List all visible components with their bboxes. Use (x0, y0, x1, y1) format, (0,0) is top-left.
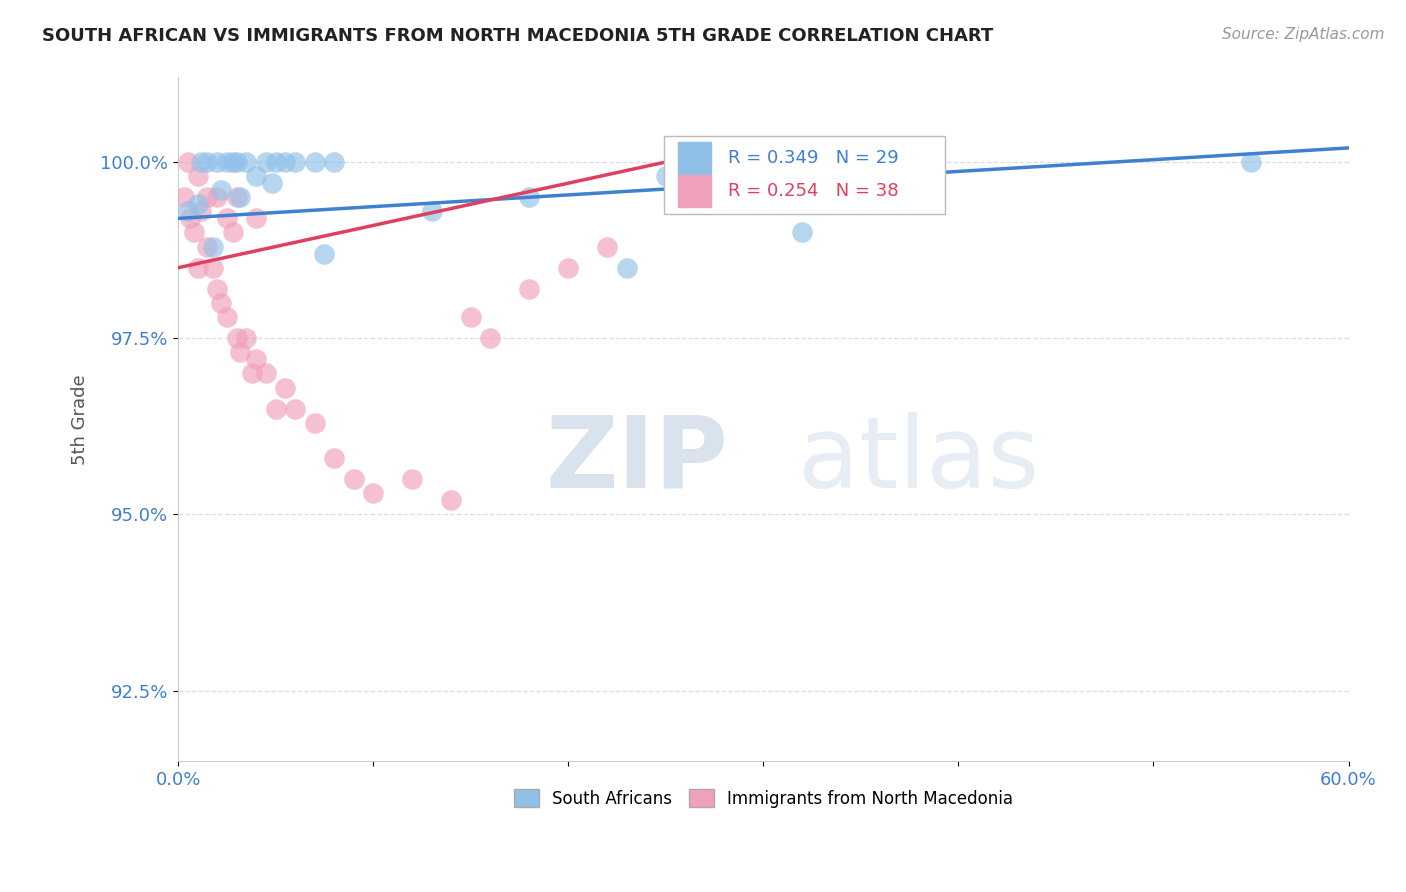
Point (304, 416, 326, 430)
Point (284, 155, 307, 169)
Point (229, 190, 252, 204)
Point (655, 169, 678, 183)
Point (254, 155, 277, 169)
Point (177, 204, 200, 219)
Point (195, 155, 218, 169)
Point (616, 260, 638, 275)
Point (460, 310, 482, 324)
Text: SOUTH AFRICAN VS IMMIGRANTS FROM NORTH MACEDONIA 5TH GRADE CORRELATION CHART: SOUTH AFRICAN VS IMMIGRANTS FROM NORTH M… (42, 27, 994, 45)
Point (361, 486, 384, 500)
Text: atlas: atlas (799, 412, 1040, 508)
Point (173, 190, 195, 204)
Point (479, 331, 502, 345)
Point (225, 190, 247, 204)
Point (517, 282, 540, 296)
Point (420, 204, 443, 219)
Point (202, 260, 225, 275)
Point (557, 260, 579, 275)
Y-axis label: 5th Grade: 5th Grade (72, 374, 89, 465)
Point (209, 183, 232, 197)
Point (401, 472, 423, 486)
Point (195, 190, 218, 204)
Point (215, 155, 238, 169)
Point (323, 450, 346, 465)
Point (225, 331, 247, 345)
Legend: South Africans, Immigrants from North Macedonia: South Africans, Immigrants from North Ma… (508, 783, 1019, 814)
FancyBboxPatch shape (664, 136, 945, 214)
Text: R = 0.349   N = 29: R = 0.349 N = 29 (728, 149, 898, 167)
Point (187, 169, 209, 183)
Point (222, 155, 245, 169)
Point (713, 155, 735, 169)
Point (245, 169, 267, 183)
Point (314, 246, 336, 260)
Point (264, 155, 287, 169)
Point (889, 155, 911, 169)
Point (343, 472, 366, 486)
Point (205, 190, 228, 204)
Point (190, 204, 212, 219)
Point (187, 197, 209, 211)
Point (187, 260, 209, 275)
Point (517, 190, 540, 204)
Text: R = 0.254   N = 38: R = 0.254 N = 38 (728, 182, 898, 200)
Point (304, 155, 326, 169)
Point (235, 155, 257, 169)
Point (240, 367, 263, 381)
Point (179, 211, 201, 226)
Point (205, 155, 228, 169)
Point (202, 239, 225, 253)
Point (440, 493, 463, 508)
Point (264, 401, 287, 416)
Point (1240, 155, 1263, 169)
Point (254, 367, 277, 381)
Point (222, 226, 245, 240)
Point (284, 401, 307, 416)
Point (215, 211, 238, 226)
Point (323, 155, 346, 169)
Point (245, 211, 267, 226)
Point (235, 331, 257, 345)
Text: ZIP: ZIP (546, 412, 728, 508)
Point (177, 155, 200, 169)
Point (274, 380, 297, 394)
Point (229, 345, 252, 359)
Point (215, 310, 238, 324)
Point (260, 176, 283, 190)
Point (245, 352, 267, 367)
Point (209, 296, 232, 310)
Point (225, 155, 247, 169)
Point (183, 226, 205, 240)
Point (190, 155, 212, 169)
Point (792, 226, 814, 240)
Point (596, 239, 619, 253)
FancyBboxPatch shape (678, 142, 710, 175)
FancyBboxPatch shape (678, 175, 710, 207)
Point (195, 239, 218, 253)
Point (205, 282, 228, 296)
Point (274, 155, 297, 169)
Text: Source: ZipAtlas.com: Source: ZipAtlas.com (1222, 27, 1385, 42)
